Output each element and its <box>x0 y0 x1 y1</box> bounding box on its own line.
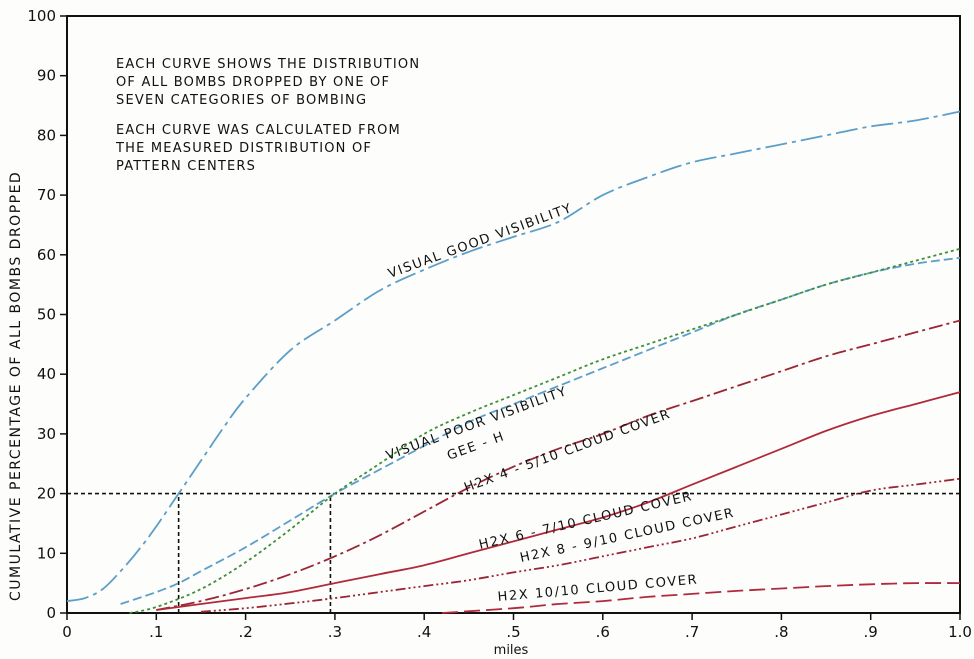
y-tick-label: 30 <box>37 425 56 443</box>
y-tick-label: 0 <box>46 604 56 622</box>
y-axis-label: CUMULATIVE PERCENTAGE OF ALL BOMBS DROPP… <box>8 171 24 601</box>
annotation-line-2: OF ALL BOMBS DROPPED BY ONE OF <box>116 75 390 90</box>
curve-labels: VISUAL GOOD VISIBILITY VISUAL POOR VISIB… <box>384 201 736 605</box>
curve-label-visual-good: VISUAL GOOD VISIBILITY <box>386 201 575 282</box>
x-tick-label: .7 <box>685 623 699 641</box>
y-tick-label: 20 <box>37 485 56 503</box>
y-tick-label: 100 <box>27 7 56 25</box>
y-tick-label: 70 <box>37 186 56 204</box>
annotation-line-5: THE MEASURED DISTRIBUTION OF <box>115 141 372 156</box>
x-tick-label: 0 <box>62 623 72 641</box>
y-tick-label: 50 <box>37 306 56 324</box>
y-tick-label: 80 <box>37 126 56 144</box>
x-tick-label: .5 <box>506 623 520 641</box>
x-axis-ticks: 0 .1 .2 .3 .4 .5 .6 .7 .8 .9 1.0 <box>62 613 972 641</box>
x-tick-label: .1 <box>149 623 163 641</box>
reference-lines <box>67 492 960 613</box>
series-line-0 <box>66 110 961 602</box>
x-tick-label: .9 <box>864 623 878 641</box>
series-line-6 <box>442 582 961 614</box>
series-line-4 <box>156 391 961 611</box>
curve-label-h2x-10-10: H2X 10/10 CLOUD COVER <box>497 573 699 605</box>
x-tick-label: .2 <box>238 623 252 641</box>
y-tick-label: 10 <box>37 544 56 562</box>
x-tick-label: .3 <box>328 623 342 641</box>
x-tick-label: .6 <box>596 623 610 641</box>
series-line-5 <box>200 477 961 613</box>
annotation-line-4: EACH CURVE WAS CALCULATED FROM <box>116 123 401 138</box>
x-tick-label: 1.0 <box>948 623 972 641</box>
x-tick-label: .8 <box>774 623 788 641</box>
annotation-line-6: PATTERN CENTERS <box>116 159 256 174</box>
y-axis-ticks: 0 10 20 30 40 50 60 70 80 90 100 <box>27 7 67 622</box>
y-tick-label: 40 <box>37 365 56 383</box>
x-tick-label: .4 <box>417 623 431 641</box>
series-line-2 <box>129 247 961 614</box>
series-line-3 <box>156 319 961 611</box>
annotation-line-3: SEVEN CATEGORIES OF BOMBING <box>116 93 367 108</box>
annotation-block: EACH CURVE SHOWS THE DISTRIBUTION OF ALL… <box>115 57 420 174</box>
y-tick-label: 90 <box>37 67 56 85</box>
series-group <box>66 110 961 614</box>
x-axis-label: miles <box>494 643 529 658</box>
annotation-line-1: EACH CURVE SHOWS THE DISTRIBUTION <box>116 57 420 72</box>
y-tick-label: 60 <box>37 246 56 264</box>
